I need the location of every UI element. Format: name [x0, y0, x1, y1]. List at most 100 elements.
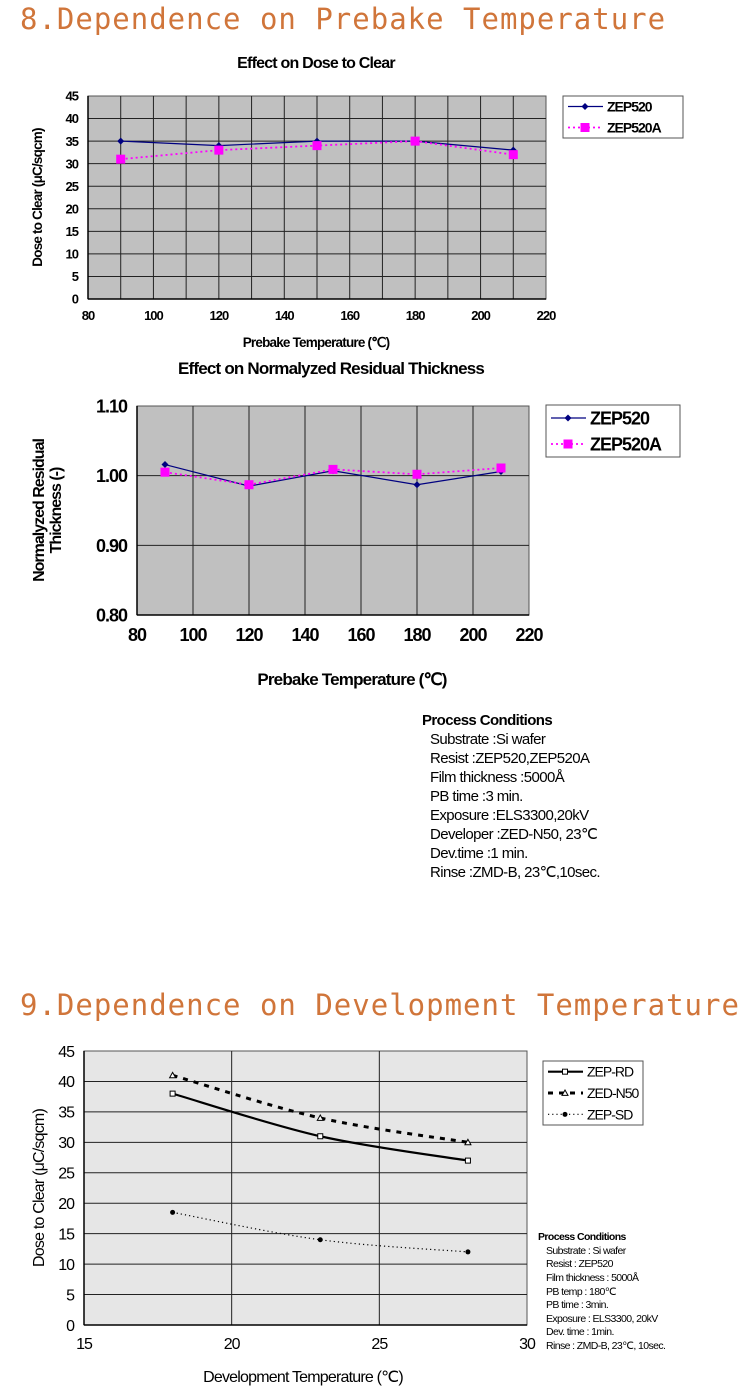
y-tick-label: 10: [66, 247, 79, 262]
legend-marker-zep520: [564, 414, 572, 422]
plot-area: [83, 1050, 528, 1326]
chart-3: 15 20 25 30 0 5 10 15 20 25 30 35 40 45 Development Te…: [31, 1044, 644, 1386]
x-tick-label: 180: [406, 308, 425, 323]
data-point-zep520a: [244, 480, 254, 490]
x-tick-label: 160: [347, 625, 375, 645]
data-point-zed-n50: [464, 1138, 472, 1146]
y-tick-label: 10: [58, 1257, 75, 1274]
data-point-zep-rd: [169, 1090, 176, 1097]
y-tick-label: 25: [58, 1166, 75, 1183]
process-conditions-prebake: Process Conditions Substrate :Si wafer R…: [422, 711, 601, 882]
legend-box: [562, 95, 684, 139]
x-tick-label: 100: [144, 308, 163, 323]
legend-marker-zep-rd: [562, 1068, 568, 1075]
legend-label: ZEP520: [590, 408, 650, 428]
chart-title: Effect on Dose to Clear: [237, 55, 395, 72]
y-tick-label: 0.90: [96, 536, 128, 556]
x-tick-label: 80: [128, 625, 147, 645]
process-condition-line: Film thickness : 5000Å: [546, 1271, 639, 1284]
y-tick-label: 35: [58, 1105, 75, 1122]
x-tick-label: 100: [179, 625, 207, 645]
process-condition-line: Exposure :ELS3300,20kV: [430, 807, 589, 825]
x-tick-label: 120: [210, 308, 229, 323]
data-point-zep520: [161, 461, 169, 469]
data-point-zed-n50: [168, 1071, 177, 1079]
y-tick-label: 45: [66, 89, 79, 104]
process-condition-line: Substrate : Si wafer: [546, 1244, 626, 1257]
legend-label: ZEP520A: [607, 120, 662, 136]
y-axis-label: Dose to Clear (μC/sqcm): [30, 128, 45, 267]
data-point-zep520a: [328, 464, 338, 474]
process-conditions-heading: Process Conditions: [422, 712, 553, 729]
data-point-zep520a: [160, 467, 170, 477]
y-axis-label-line: Normalyzed Residual: [31, 439, 48, 582]
legend-marker-zep520a: [563, 439, 573, 449]
y-tick-label: 45: [58, 1044, 75, 1061]
x-axis-label: Prebake Temperature (℃): [243, 335, 390, 350]
process-conditions-development: Process Conditions Substrate : Si wafer …: [538, 1231, 666, 1354]
y-tick-label: 25: [66, 179, 79, 194]
chart-1: 80 100 120 140 160 180 200 220 0 5 10 15 20 25 30 35 40 4…: [30, 55, 684, 350]
process-conditions-heading: Process Conditions: [538, 1231, 626, 1243]
x-tick-label: 80: [82, 308, 95, 323]
data-point-zep520a: [214, 145, 224, 155]
x-tick-label: 200: [459, 625, 487, 645]
x-tick-label: 140: [291, 625, 319, 645]
legend-marker-zep520a: [580, 123, 590, 132]
x-tick-label: 20: [224, 1336, 241, 1353]
legend-label: ZEP520: [607, 99, 653, 115]
data-point-zep-sd: [465, 1249, 471, 1255]
process-condition-line: Dev.time :1 min.: [430, 845, 528, 863]
data-point-zep520: [117, 137, 125, 145]
process-condition-line: Exposure : ELS3300, 20kV: [546, 1312, 658, 1325]
y-axis-label-line: Thickness (-): [48, 467, 65, 553]
legend-marker-zep520: [581, 103, 589, 110]
x-tick-label: 160: [340, 308, 359, 323]
x-tick-label: 140: [275, 308, 294, 323]
legend-label: ZEP-RD: [587, 1064, 634, 1080]
process-condition-line: Resist : ZEP520: [546, 1258, 613, 1271]
y-tick-label: 30: [58, 1135, 75, 1152]
y-tick-label: 1.10: [96, 396, 128, 416]
y-tick-label: 5: [66, 1287, 75, 1304]
y-tick-label: 5: [72, 269, 79, 284]
section-title-prebake: 8.Dependence on Prebake Temperature: [20, 2, 667, 36]
y-tick-label: 20: [66, 201, 79, 216]
process-condition-line: Film thickness :5000Å: [430, 769, 565, 787]
chart-2: 80 100 120 140 160 180 200 220 0.80 0.90 1.00 1.10 E…: [31, 359, 681, 689]
data-point-zep-rd: [464, 1157, 471, 1164]
x-tick-label: 15: [76, 1336, 93, 1353]
process-condition-line: Developer :ZED-N50, 23℃: [430, 826, 598, 844]
legend-label: ZEP-SD: [587, 1106, 633, 1122]
x-axis-label: Prebake Temperature (℃): [257, 670, 446, 689]
data-point-zep520a: [116, 154, 126, 164]
process-condition-line: PB time : 3min.: [546, 1299, 609, 1312]
y-axis-label: Dose to Clear (μC/sqcm): [31, 1109, 48, 1267]
x-tick-label: 30: [519, 1336, 536, 1353]
data-point-zed-n50: [316, 1113, 325, 1121]
y-tick-label: 0.80: [96, 605, 128, 625]
data-point-zep520a: [412, 469, 422, 479]
legend-marker-zed-n50: [561, 1088, 569, 1096]
x-tick-label: 120: [235, 625, 263, 645]
x-tick-label: 180: [403, 625, 431, 645]
process-condition-line: Rinse : ZMD-B, 23℃, 10sec.: [546, 1340, 666, 1353]
plot-area: [136, 405, 530, 616]
process-condition-line: PB time :3 min.: [430, 788, 523, 806]
x-tick-label: 220: [537, 308, 556, 323]
y-tick-label: 0: [66, 1318, 75, 1335]
data-point-zep-sd: [317, 1237, 323, 1243]
process-condition-line: Substrate :Si wafer: [430, 731, 546, 749]
data-point-zep520a: [508, 150, 518, 160]
y-tick-label: 20: [58, 1196, 75, 1213]
data-point-zep520a: [496, 463, 506, 473]
section-title-development: 9.Dependence on Development Temperature: [20, 988, 740, 1022]
y-tick-label: 1.00: [96, 466, 128, 486]
y-tick-label: 30: [66, 156, 79, 171]
x-axis-label: Development Temperature (℃): [203, 1369, 403, 1386]
process-condition-line: Rinse :ZMD-B, 23℃,10sec.: [430, 864, 601, 882]
y-tick-label: 40: [58, 1074, 75, 1091]
x-tick-label: 220: [515, 625, 543, 645]
process-condition-line: PB temp : 180℃: [546, 1285, 617, 1298]
